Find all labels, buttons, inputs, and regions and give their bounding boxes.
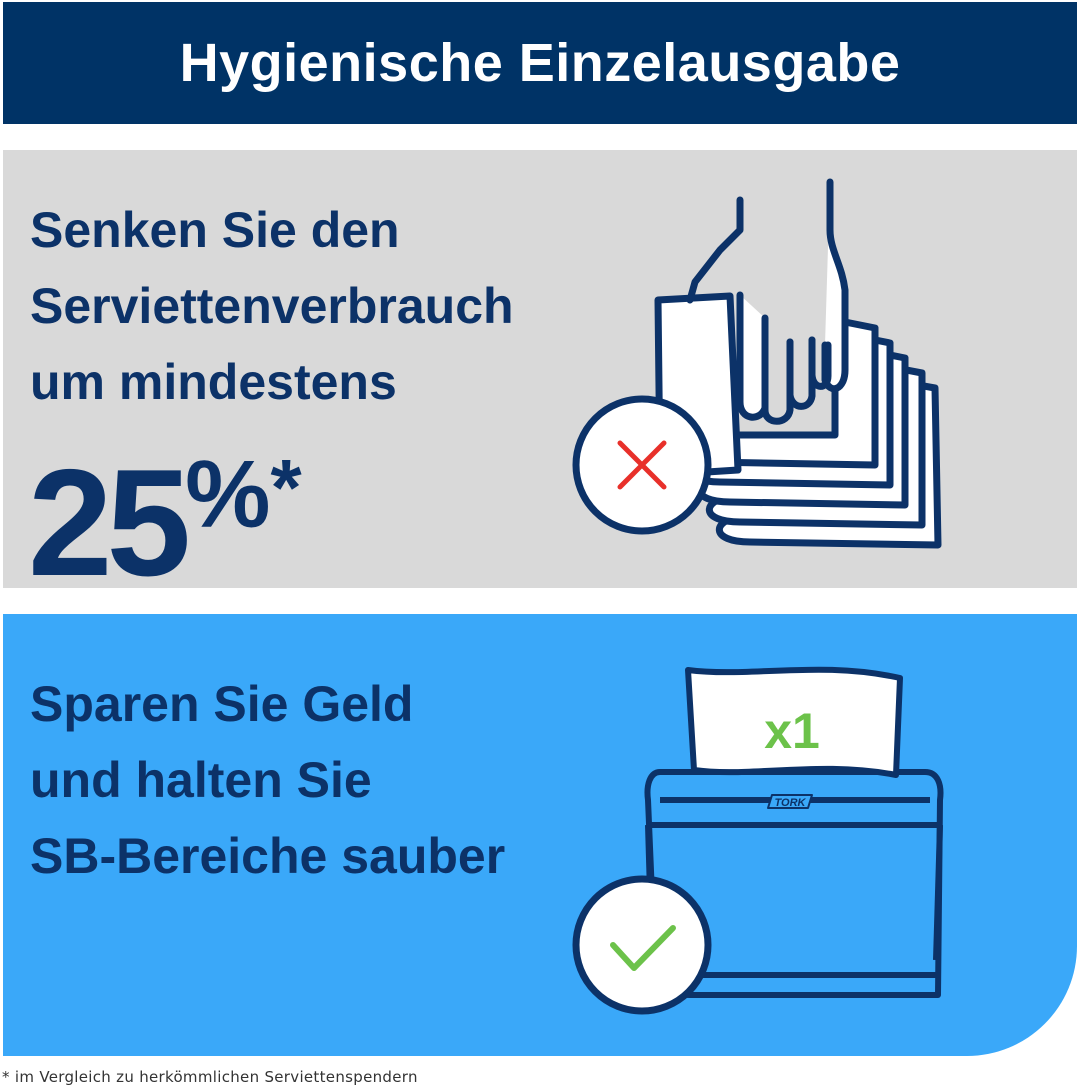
save-headline: Sparen Sie Geld und halten Sie SB-Bereic…	[30, 666, 505, 894]
percent-sign: %	[185, 441, 271, 548]
footnote: * im Vergleich zu herkömmlichen Serviett…	[2, 1068, 418, 1086]
footnote-asterisk: *	[270, 443, 302, 532]
reduce-headline-line: Senken Sie den	[30, 202, 400, 258]
napkin-dispenser-icon: TORK x1	[572, 666, 944, 1015]
reduce-headline: Senken Sie den Serviettenverbrauch um mi…	[30, 192, 514, 420]
save-headline-line: und halten Sie	[30, 752, 372, 808]
reduce-headline-line: Serviettenverbrauch	[30, 278, 514, 334]
save-headline-line: Sparen Sie Geld	[30, 676, 414, 732]
reduce-headline-line: um mindestens	[30, 354, 397, 410]
save-headline-line: SB-Bereiche sauber	[30, 828, 506, 884]
green-check-icon	[610, 925, 676, 971]
percentage-value: 25	[28, 438, 191, 608]
hand-grabbing-napkin-stack-icon	[572, 178, 942, 549]
reduction-percentage: 25%*	[28, 412, 302, 599]
page-title: Hygienische Einzelausgabe	[179, 33, 901, 93]
brand-logo: TORK	[775, 797, 807, 809]
single-napkin-label: x1	[764, 703, 820, 759]
header-banner: Hygienische Einzelausgabe	[3, 2, 1077, 124]
red-x-icon	[617, 440, 667, 490]
badge-circle	[572, 875, 712, 1015]
